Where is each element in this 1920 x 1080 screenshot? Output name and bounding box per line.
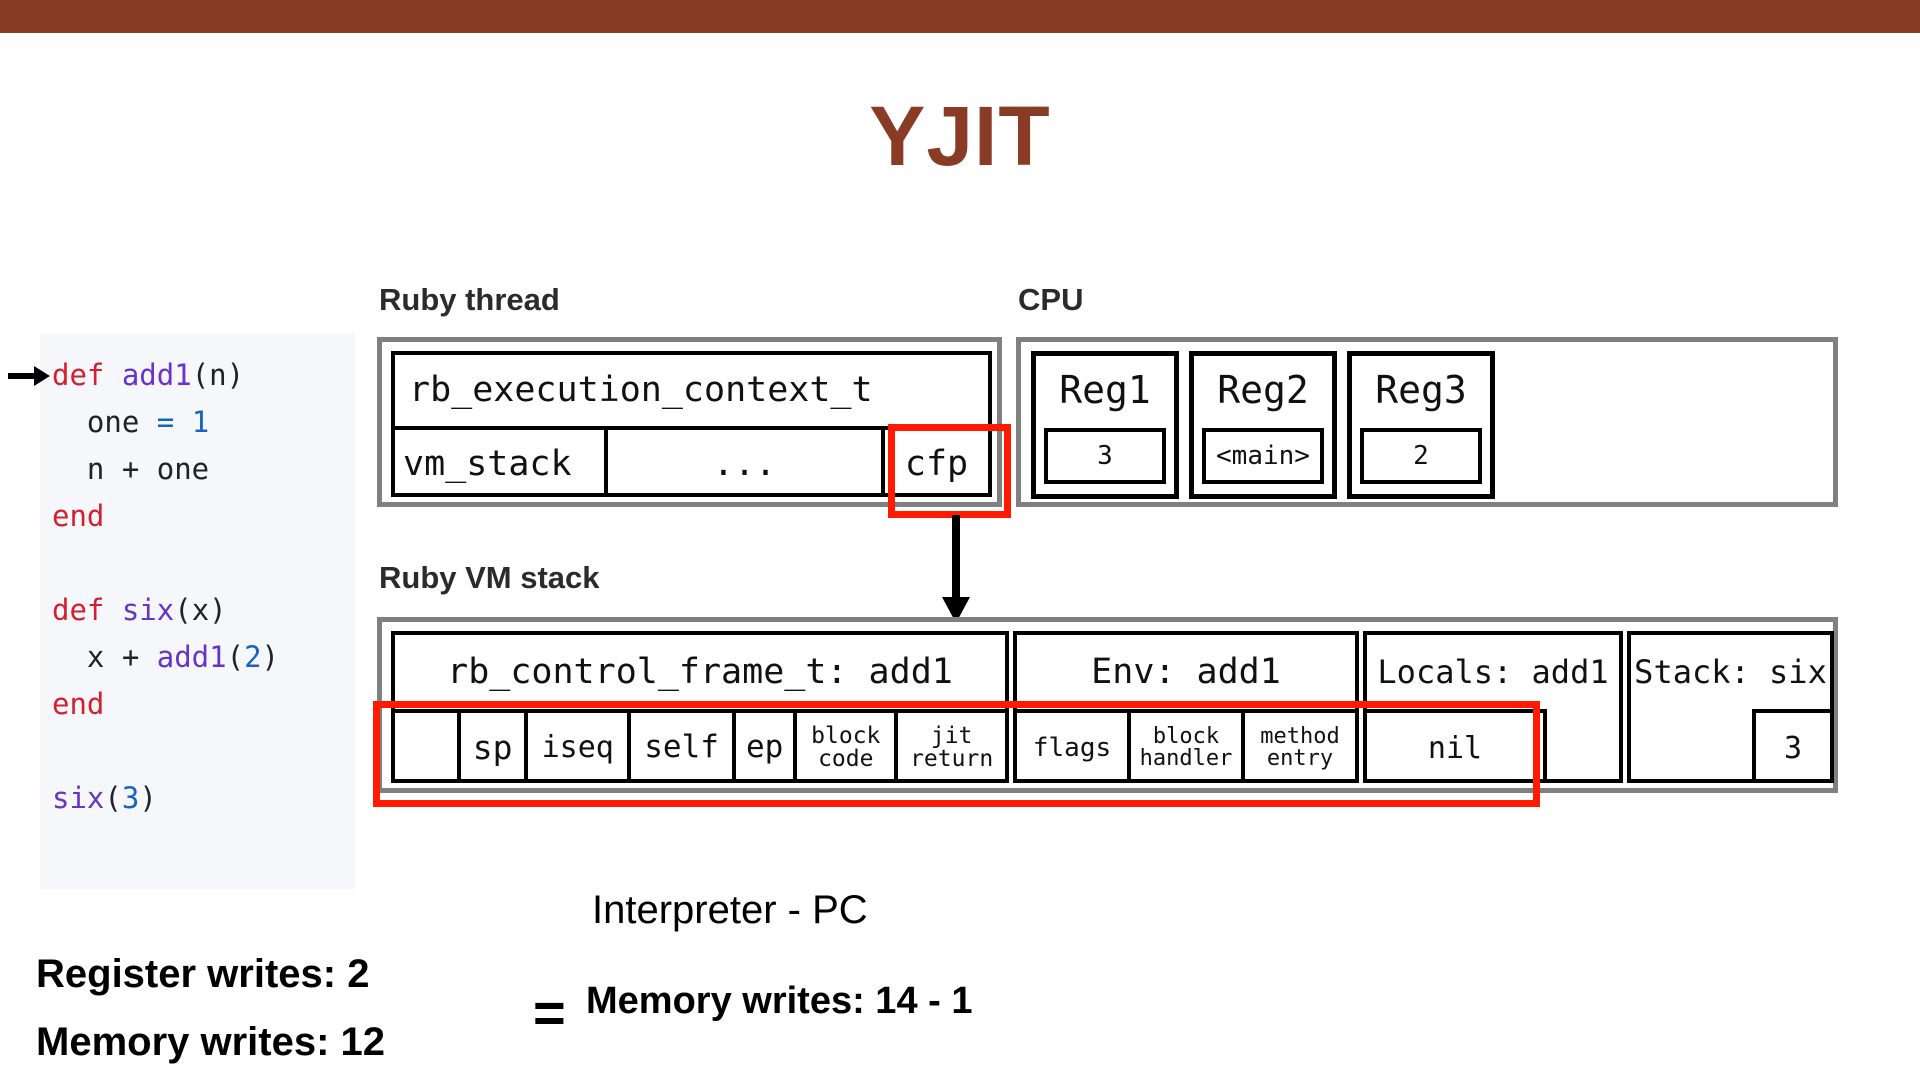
code-line: n + one [52,446,279,493]
code-line: six(3) [52,775,279,822]
env-label: Env: add1 [1091,652,1281,692]
control-frame-field-1: iseq [524,713,627,783]
code-token: = [156,405,192,439]
code-token: six [52,781,105,815]
code-token: end [52,499,105,533]
code-token: 1 [191,405,210,439]
stack-label: Stack: six [1634,653,1827,691]
register-1-name: Reg1 [1059,368,1151,412]
locals-slot-0: nil [1367,709,1547,783]
register-box-3: Reg3 2 [1347,351,1495,499]
equals-sign: = [533,981,566,1044]
section-heading-ruby-thread: Ruby thread [379,282,560,317]
control-frame-field-5: jit return [894,713,1005,783]
field-cfp: cfp [904,443,969,484]
control-frame-field-0: sp [457,713,524,783]
rb-control-frame-fields: sp iseq self ep block code jit return [395,709,1005,783]
rb-execution-context-fields: vm_stack ... cfp [395,426,988,497]
register-2-value: <main> [1202,428,1324,484]
stack-box: Stack: six 3 [1627,631,1834,783]
code-line [52,540,279,587]
code-token: def [52,358,122,392]
cfp-pointer-arrow-icon [942,515,970,623]
rb-execution-context-label: rb_execution_context_t [409,370,873,411]
control-frame-field-3: ep [732,713,793,783]
code-line: one = 1 [52,399,279,446]
register-2-name: Reg2 [1217,368,1309,412]
code-line: def six(x) [52,587,279,634]
code-token: 2 [244,640,262,674]
cpu-frame: Reg1 3 Reg2 <main> Reg3 2 [1016,337,1838,507]
top-accent-bar [0,0,1920,33]
code-line: end [52,681,279,728]
code-token: 3 [121,781,140,815]
register-1-value: 3 [1044,428,1166,484]
interpreter-pc-text: Interpreter - PC [592,888,868,932]
env-field-1: block handler [1131,713,1245,783]
control-frame-field-2: self [627,713,732,783]
register-box-2: Reg2 <main> [1189,351,1337,499]
section-heading-ruby-vm-stack: Ruby VM stack [379,560,600,595]
code-token: add1 [156,640,227,674]
code-token: add1 [121,358,192,392]
interpreter-memory-writes-text: Memory writes: 14 - 1 [586,980,973,1022]
env-fields: flags block handler method entry [1017,709,1355,783]
memory-writes-text: Memory writes: 12 [36,1020,386,1064]
code-token: ( [104,781,122,815]
register-3-name: Reg3 [1375,368,1467,412]
section-heading-cpu: CPU [1018,282,1084,317]
register-writes-text: Register writes: 2 [36,952,370,996]
code-token: one [52,405,157,439]
code-token: ) [139,781,157,815]
locals-label: Locals: add1 [1377,653,1609,691]
program-counter-arrow-icon [8,366,50,386]
code-token: ( [226,640,245,674]
code-token: def [52,593,122,627]
stats-left-block: Register writes: 2 Memory writes: 12 [36,940,385,1076]
ruby-source-code: def add1(n) one = 1 n + one end def six(x… [52,352,279,822]
env-field-2: method entry [1260,723,1340,771]
rb-control-frame-label: rb_control_frame_t: add1 [447,652,953,692]
field-vm-stack: vm_stack [395,430,608,497]
code-token: (n) [191,358,245,392]
code-panel [40,334,355,889]
field-ellipsis: ... [608,430,885,497]
page-title: YJIT [869,89,1051,183]
register-3-value: 2 [1360,428,1482,484]
stack-slot-0: 3 [1752,709,1830,783]
register-box-1: Reg1 3 [1031,351,1179,499]
cfp-highlight-box [888,424,1011,518]
env-field-0: flags [1017,713,1131,783]
control-frame-field-4: block code [793,713,894,783]
code-line: x + add1(2) [52,634,279,681]
code-token: (x) [174,593,227,627]
code-line: end [52,493,279,540]
code-line: def add1(n) [52,352,279,399]
code-line [52,728,279,775]
code-token: n + one [52,452,210,486]
vm-stack-highlight-box [373,701,1540,807]
code-token: six [121,593,175,627]
code-token: end [52,687,105,721]
code-token: ) [261,640,280,674]
code-token: x + [52,640,157,674]
